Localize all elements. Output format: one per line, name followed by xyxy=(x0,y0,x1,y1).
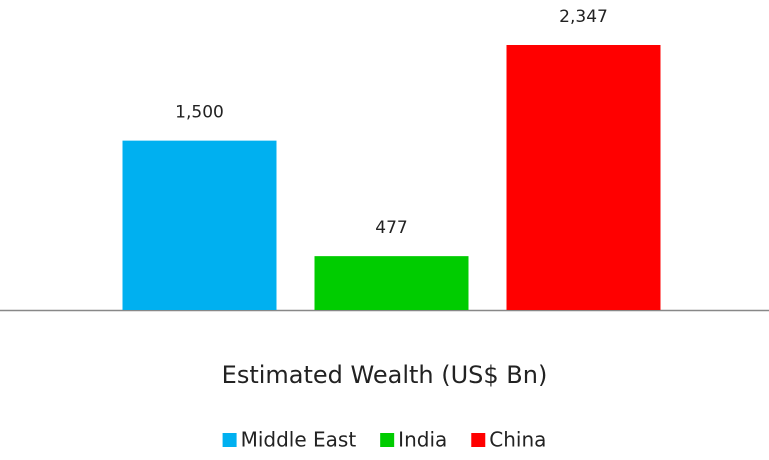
bar xyxy=(122,140,277,310)
data-label: 477 xyxy=(375,218,407,238)
legend-swatch xyxy=(222,433,237,447)
data-label: 2,347 xyxy=(559,7,608,27)
x-tick-label: Estimated Wealth (US$ Bn) xyxy=(222,361,548,389)
legend-swatch xyxy=(380,433,395,447)
legend-swatch xyxy=(471,433,486,447)
legend-label: Middle East xyxy=(241,428,357,452)
data-label: 1,500 xyxy=(175,103,224,123)
legend-label: India xyxy=(398,428,447,452)
legend-label: China xyxy=(489,428,546,452)
bar xyxy=(506,45,661,310)
bar xyxy=(314,256,469,310)
